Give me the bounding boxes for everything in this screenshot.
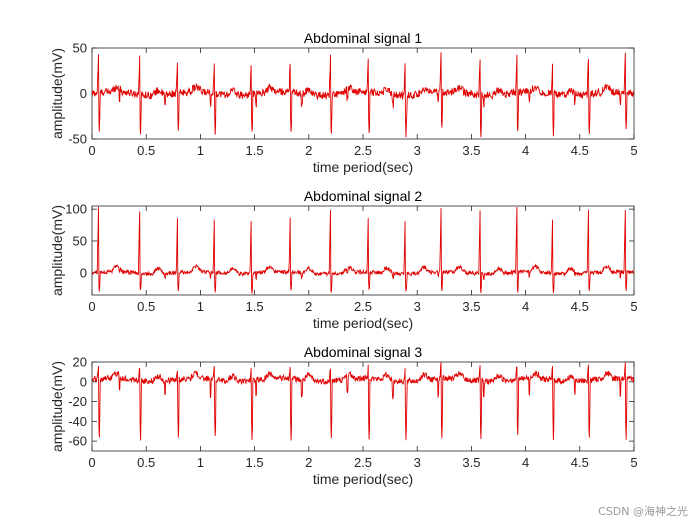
x-tick-label: 5 <box>630 455 637 470</box>
y-tick-label: 20 <box>73 355 87 370</box>
x-tick-label: 3 <box>414 299 421 314</box>
y-axis-label: amplitude(mV) <box>49 48 65 139</box>
x-tick-label: 3 <box>414 455 421 470</box>
y-tick-label: -50 <box>68 132 87 147</box>
x-tick-label: 1 <box>197 299 204 314</box>
y-tick-label: 100 <box>65 202 87 217</box>
x-tick-label: 0.5 <box>137 143 155 158</box>
x-tick-label: 5 <box>630 143 637 158</box>
x-tick-label: 1 <box>197 455 204 470</box>
y-tick-label: 50 <box>73 41 87 56</box>
series-line-1 <box>92 206 634 294</box>
x-axis-label: time period(sec) <box>313 471 413 487</box>
x-tick-label: 1.5 <box>246 299 264 314</box>
chart-title: Abdominal signal 1 <box>304 30 423 46</box>
x-tick-label: 0 <box>88 299 95 314</box>
x-tick-label: 4 <box>522 143 529 158</box>
x-tick-label: 2 <box>305 299 312 314</box>
x-tick-label: 4.5 <box>571 455 589 470</box>
y-tick-label: 0 <box>80 374 87 389</box>
x-tick-label: 1.5 <box>246 143 264 158</box>
x-tick-label: 0 <box>88 143 95 158</box>
x-tick-label: 1 <box>197 143 204 158</box>
x-tick-label: 2 <box>305 143 312 158</box>
x-tick-label: 2 <box>305 455 312 470</box>
x-tick-label: 4 <box>522 455 529 470</box>
x-tick-label: 2.5 <box>354 299 372 314</box>
y-tick-label: 50 <box>73 233 87 248</box>
series-line-1 <box>92 52 634 138</box>
y-tick-label: 0 <box>80 265 87 280</box>
x-tick-label: 2.5 <box>354 143 372 158</box>
x-tick-label: 4 <box>522 299 529 314</box>
x-tick-label: 0.5 <box>137 299 155 314</box>
x-tick-label: 3.5 <box>462 455 480 470</box>
y-tick-label: -40 <box>68 414 87 429</box>
series-line-1 <box>92 362 634 441</box>
x-tick-label: 1.5 <box>246 455 264 470</box>
y-tick-label: 0 <box>80 86 87 101</box>
y-tick-label: -60 <box>68 434 87 449</box>
x-tick-label: 2.5 <box>354 455 372 470</box>
x-tick-label: 3.5 <box>462 299 480 314</box>
x-tick-label: 4.5 <box>571 299 589 314</box>
x-tick-label: 5 <box>630 299 637 314</box>
x-axis-label: time period(sec) <box>313 159 413 175</box>
x-tick-label: 4.5 <box>571 143 589 158</box>
x-tick-label: 3 <box>414 143 421 158</box>
x-tick-label: 3.5 <box>462 143 480 158</box>
subplot-3: 0 0.5 1 1.5 2 2.5 3 3.5 4 4.5 5 -60 -40 -20 0 20 Abdomin… <box>49 344 638 487</box>
y-tick-label: -20 <box>68 394 87 409</box>
watermark: CSDN @海神之光 <box>598 505 688 518</box>
x-tick-label: 0.5 <box>137 455 155 470</box>
x-axis-label: time period(sec) <box>313 315 413 331</box>
y-axis-label: amplitude(mV) <box>49 361 65 452</box>
chart-title: Abdominal signal 3 <box>304 344 423 360</box>
x-tick-label: 0 <box>88 455 95 470</box>
chart-title: Abdominal signal 2 <box>304 188 423 204</box>
y-axis-label: amplitude(mV) <box>49 205 65 296</box>
